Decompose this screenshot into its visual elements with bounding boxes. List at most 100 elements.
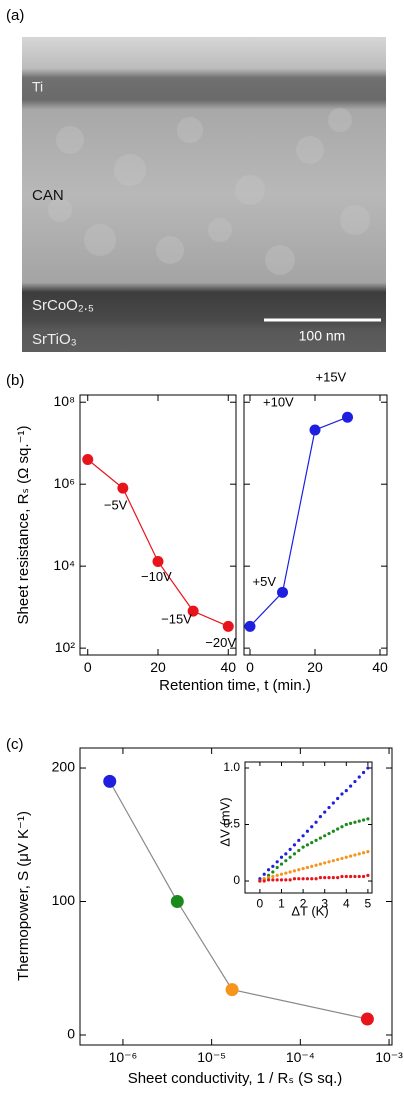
data-point [284,852,288,856]
data-point [297,848,301,853]
point-label: −15V [161,612,192,627]
data-point [309,424,321,436]
y-axis-label: Sheet resistance, Rₛ (Ω sq.⁻¹) [15,426,32,625]
y-tick-label: 0 [67,1026,75,1042]
data-point [284,878,288,882]
data-point [327,860,331,864]
data-point [331,876,335,880]
data-point [344,788,348,793]
y-axis-label: ΔV (mV) [217,797,232,846]
data-point [353,779,357,784]
scale-bar-label: 100 nm [299,328,346,344]
data-point [292,877,297,881]
data-point [361,770,366,775]
data-point [349,874,353,879]
data-point [310,840,314,845]
grain-texture [48,108,370,275]
data-point [288,847,292,851]
x-tick-label: 40 [372,659,388,675]
data-point [262,872,266,876]
data-point [279,872,284,876]
data-point [266,873,271,877]
data-point [266,878,271,882]
point-label: +10V [263,394,294,409]
data-point [288,870,292,874]
data-point [342,411,354,423]
data-point [305,865,310,870]
data-point [271,874,275,879]
x-tick-label: 20 [150,659,166,675]
x-tick-label: 10⁻⁵ [197,1049,226,1065]
point-label: +5V [253,574,277,589]
data-point [292,843,297,847]
layer-label: CAN [32,187,64,204]
data-point [244,620,256,632]
data-point [318,836,322,840]
data-point [152,555,164,567]
data-point [357,819,361,823]
point-label: −5V [104,498,128,513]
data-point [340,792,344,796]
data-point [288,855,292,859]
data-point [301,877,305,881]
data-point [297,838,301,842]
data-point [301,866,305,871]
panel-label: (b) [6,372,24,389]
y-tick-label: 10⁴ [53,557,75,573]
data-point [187,605,199,617]
layer-label: SrTiO₃ [32,331,77,348]
data-point [284,859,288,863]
x-tick-label: 3 [321,897,328,911]
data-point [323,810,327,814]
data-point [222,620,234,632]
data-point [366,766,370,770]
data-point [336,857,340,862]
data-point [297,868,301,872]
data-point [340,825,344,829]
point-label: −10V [141,569,172,584]
data-point [353,874,357,879]
data-point [275,873,279,877]
data-point [258,877,262,881]
x-axis-label: ΔT (K) [291,903,328,918]
data-point [103,774,117,788]
data-point [344,855,348,859]
data-point [310,877,314,881]
y-tick-label: 1.0 [223,760,240,774]
data-point [331,829,335,833]
y-tick-label: 10⁸ [54,393,76,409]
data-point [318,862,322,866]
data-point [288,878,292,882]
series-line [109,781,368,1020]
data-point [323,876,327,880]
x-tick-label: 5 [365,897,372,911]
data-point [327,831,331,836]
data-point [310,825,314,829]
data-point [305,829,310,833]
data-point [271,870,275,874]
plot-frame [244,761,373,894]
data-point [357,874,361,879]
data-point [301,845,305,849]
data-point [336,827,340,831]
layer-label: Ti [32,79,43,95]
x-tick-label: 40 [220,659,236,675]
data-point [279,855,284,859]
data-point [275,878,279,882]
data-point [225,983,239,997]
data-point [349,784,353,788]
data-point [336,796,340,801]
data-point [277,586,289,598]
x-tick-label: 2 [300,897,307,911]
data-point [344,822,348,827]
data-point [170,895,184,909]
data-point [353,820,357,824]
data-point [318,876,322,880]
y-tick-label: 10² [55,639,76,655]
x-tick-label: 1 [278,897,285,911]
data-point [262,877,266,881]
data-point [366,817,370,821]
data-point [360,1012,374,1026]
y-tick-label: 10⁶ [54,475,75,491]
series-line [249,416,348,627]
